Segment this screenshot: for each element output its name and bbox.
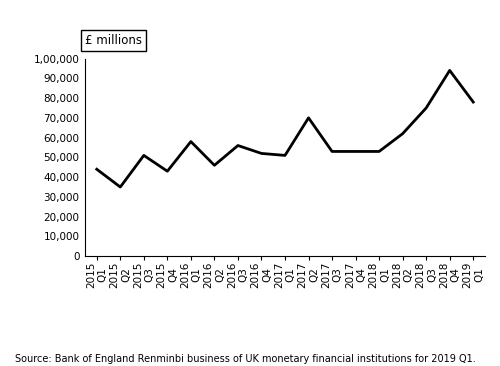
Text: Source: Bank of England Renminbi business of UK monetary financial institutions : Source: Bank of England Renminbi busines… [15, 354, 476, 364]
Text: £ millions: £ millions [85, 34, 142, 47]
